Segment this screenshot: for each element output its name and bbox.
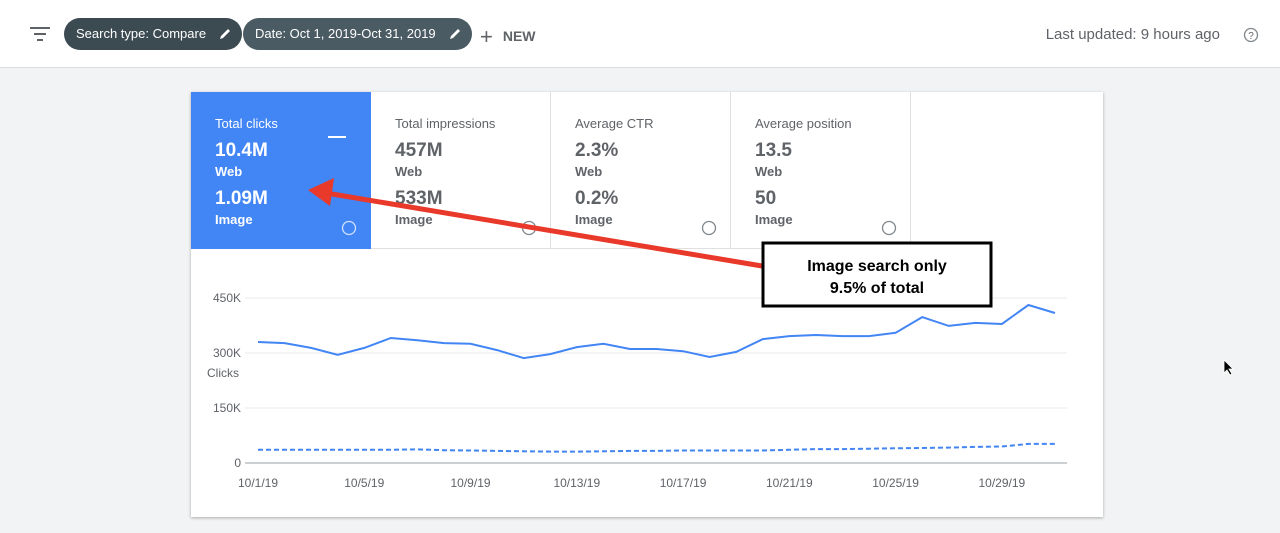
x-tick-label: 10/5/19 xyxy=(344,476,384,490)
metric-card[interactable]: Total clicks 10.4M Web 1.09M Image xyxy=(191,92,371,249)
x-tick-label: 10/21/19 xyxy=(766,476,813,490)
metric-value: 457M xyxy=(395,140,443,161)
metric-sub: Web xyxy=(755,164,783,179)
new-button[interactable]: + NEW xyxy=(480,24,536,49)
y-axis-label: Clicks xyxy=(207,366,239,380)
metric-card[interactable]: Average position 13.5 Web 50 Image xyxy=(731,92,911,249)
metric-sub: Image xyxy=(395,212,433,227)
help-icon xyxy=(341,220,357,236)
metric-sub: Image xyxy=(755,212,793,227)
arrow-head xyxy=(308,178,334,206)
chip[interactable]: Date: Oct 1, 2019-Oct 31, 2019 xyxy=(243,18,472,50)
help-circle xyxy=(701,220,717,236)
metric-label: Total clicks xyxy=(215,116,278,131)
svg-text:?: ? xyxy=(1248,31,1254,42)
chip-label: Date: Oct 1, 2019-Oct 31, 2019 xyxy=(255,26,436,41)
line-series xyxy=(258,442,1055,453)
help-circle xyxy=(341,220,357,236)
metric-card[interactable]: Average CTR 2.3% Web 0.2% Image xyxy=(551,92,731,249)
annotation-text: Image search only xyxy=(807,258,947,275)
metric-sub: Web xyxy=(215,164,243,179)
help-icon xyxy=(881,220,897,236)
metric-value: 50 xyxy=(755,188,777,209)
toolbar: Search type: Compare Date: Oct 1, 2019-O… xyxy=(0,0,1280,68)
metric-label: Average position xyxy=(755,116,852,131)
edit-icon xyxy=(449,29,460,39)
line-series xyxy=(257,303,1056,360)
chip-label: Search type: Compare xyxy=(76,26,207,41)
x-tick-label: 10/25/19 xyxy=(872,476,919,490)
collapse-dash xyxy=(328,136,346,138)
y-tick-label: 150K xyxy=(213,401,241,415)
x-tick-label: 10/29/19 xyxy=(979,476,1026,490)
chip[interactable]: Search type: Compare xyxy=(64,18,243,50)
metric-label: Average CTR xyxy=(575,116,654,131)
annotation-text: 9.5% of total xyxy=(830,280,924,297)
metric-label: Total impressions xyxy=(395,116,496,131)
metric-sub: Image xyxy=(215,212,253,227)
arrow-line xyxy=(325,190,763,269)
last-updated: Last updated: 9 hours ago xyxy=(1045,26,1220,43)
edit-icon xyxy=(220,29,231,39)
help-circle xyxy=(881,220,897,236)
new-label: NEW xyxy=(502,28,536,44)
y-tick-label: 300K xyxy=(213,346,241,360)
help-icon[interactable]: ? xyxy=(1243,27,1259,43)
help-icon xyxy=(701,220,717,236)
metric-value: 0.2% xyxy=(575,188,619,209)
metric-value: 10.4M xyxy=(215,140,268,161)
cursor xyxy=(1223,359,1234,376)
x-tick-label: 10/13/19 xyxy=(553,476,600,490)
y-tick-label: 0 xyxy=(234,456,241,470)
x-tick-label: 10/17/19 xyxy=(660,476,707,490)
metric-value: 13.5 xyxy=(755,140,792,161)
metric-sub: Web xyxy=(575,164,603,179)
metric-sub: Image xyxy=(575,212,613,227)
x-tick-label: 10/9/19 xyxy=(451,476,491,490)
metric-value: 1.09M xyxy=(215,188,268,209)
metric-value: 533M xyxy=(395,188,443,209)
annotation-box xyxy=(761,241,993,308)
metric-card[interactable]: Total impressions 457M Web 533M Image xyxy=(371,92,551,249)
x-tick-label: 10/1/19 xyxy=(238,476,278,490)
metric-sub: Web xyxy=(395,164,423,179)
y-tick-label: 450K xyxy=(213,291,241,305)
metric-value: 2.3% xyxy=(575,140,619,161)
filter-icon[interactable] xyxy=(30,26,50,42)
